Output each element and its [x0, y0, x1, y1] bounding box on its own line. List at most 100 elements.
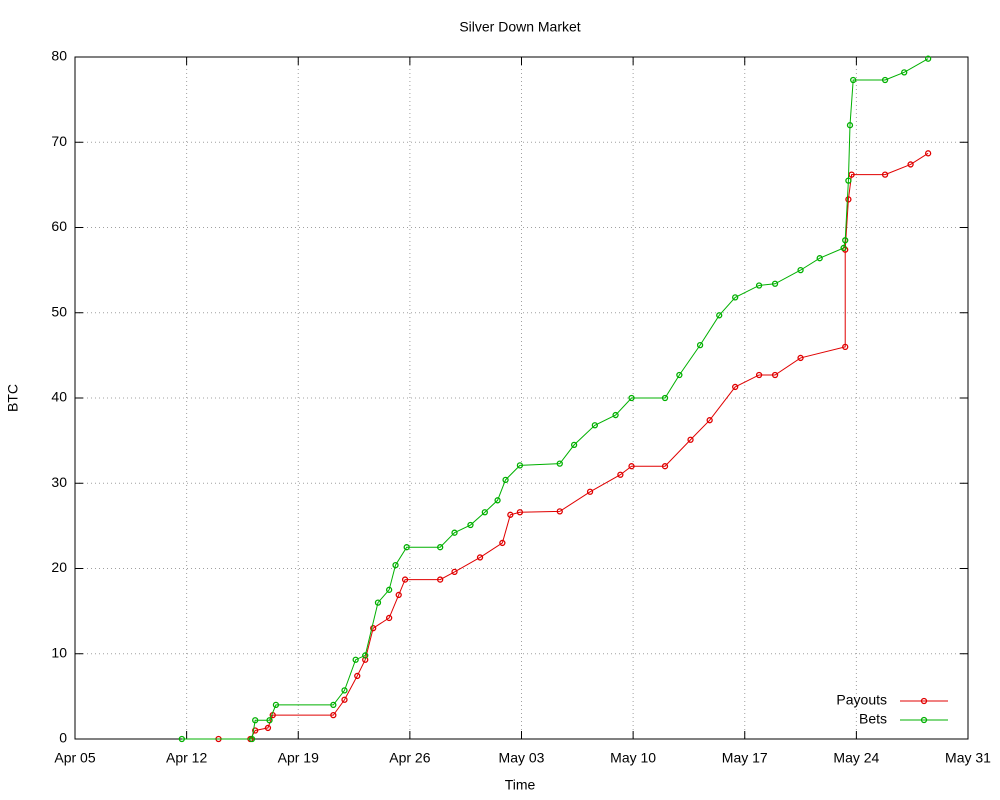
data-point — [252, 717, 259, 724]
data-point — [661, 394, 669, 402]
data-point — [881, 171, 889, 178]
data-point — [403, 544, 410, 551]
data-point — [370, 625, 377, 632]
data-point — [362, 656, 369, 663]
data-point — [617, 471, 624, 478]
data-point — [476, 554, 484, 561]
data-point — [252, 727, 259, 734]
chart-title: Silver Down Market — [459, 19, 580, 35]
data-point — [850, 76, 857, 84]
data-point — [556, 460, 563, 467]
data-point — [362, 652, 369, 659]
data-point — [481, 509, 488, 516]
data-point — [907, 161, 914, 168]
data-point — [612, 411, 619, 419]
y-tick-label: 80 — [51, 48, 67, 64]
data-point — [661, 463, 669, 470]
data-point — [628, 394, 635, 402]
data-point — [840, 244, 847, 252]
data-point — [924, 150, 932, 157]
data-point — [845, 177, 852, 184]
data-point — [401, 576, 409, 583]
data-point — [330, 711, 337, 719]
x-tick-label: Apr 05 — [54, 750, 95, 766]
plot-frame — [74, 56, 969, 740]
legend-label: Payouts — [836, 692, 887, 708]
data-point — [341, 687, 348, 694]
x-tick-label: May 17 — [722, 750, 768, 766]
data-point — [437, 544, 444, 551]
data-point — [556, 508, 563, 515]
data-point — [352, 656, 359, 663]
data-point — [354, 672, 361, 680]
data-point — [451, 568, 458, 576]
legend-marker — [920, 697, 928, 705]
x-tick-label: Apr 26 — [389, 750, 430, 766]
data-point — [385, 586, 393, 593]
data-point — [502, 476, 509, 483]
data-point — [178, 735, 185, 743]
x-tick-label: May 24 — [833, 750, 879, 766]
data-point — [272, 701, 280, 709]
data-point — [924, 55, 932, 62]
data-point — [586, 488, 594, 495]
data-point — [395, 591, 402, 599]
series-line — [181, 58, 929, 740]
data-point — [494, 497, 501, 504]
data-point — [797, 354, 804, 362]
data-point — [341, 696, 348, 703]
data-point — [696, 341, 704, 349]
data-point — [846, 122, 854, 129]
data-point — [732, 383, 739, 391]
data-point — [706, 417, 713, 424]
data-point — [716, 312, 723, 319]
x-tick-label: Apr 19 — [278, 750, 319, 766]
data-point — [842, 343, 849, 351]
data-point — [591, 422, 599, 429]
data-point — [755, 282, 763, 289]
x-tick-label: Apr 12 — [166, 750, 207, 766]
data-point — [507, 511, 514, 518]
data-point — [266, 717, 273, 724]
y-tick-label: 10 — [51, 644, 67, 660]
data-point — [771, 280, 779, 287]
y-tick-label: 40 — [51, 389, 67, 405]
data-point — [845, 196, 852, 203]
data-point — [385, 614, 393, 622]
data-point — [842, 237, 849, 244]
y-tick-label: 70 — [51, 133, 67, 149]
data-point — [248, 735, 256, 743]
data-point — [848, 171, 855, 178]
y-tick-label: 20 — [51, 559, 67, 575]
data-point — [676, 371, 683, 379]
legend-marker — [920, 716, 928, 724]
data-point — [881, 76, 889, 84]
x-tick-label: May 10 — [610, 750, 656, 766]
data-point — [771, 371, 779, 379]
data-point — [451, 529, 458, 536]
data-point — [901, 69, 908, 76]
x-tick-label: May 31 — [945, 750, 991, 766]
data-point — [374, 599, 382, 606]
data-point — [570, 441, 578, 449]
data-point — [755, 371, 763, 379]
data-point — [392, 561, 399, 569]
y-tick-label: 50 — [51, 303, 67, 319]
data-point — [467, 521, 474, 529]
legend-label: Bets — [859, 711, 887, 727]
data-point — [687, 436, 694, 443]
series-line — [218, 152, 929, 740]
data-point — [499, 539, 506, 547]
data-point — [516, 509, 524, 516]
x-axis-label: Time — [505, 777, 536, 793]
y-axis-label: BTC — [5, 384, 21, 412]
data-point — [732, 294, 739, 301]
x-tick-label: May 03 — [499, 750, 545, 766]
data-point — [797, 266, 804, 274]
data-point — [330, 701, 337, 709]
data-point — [816, 255, 823, 262]
y-tick-label: 60 — [51, 218, 67, 234]
data-point — [516, 462, 524, 469]
